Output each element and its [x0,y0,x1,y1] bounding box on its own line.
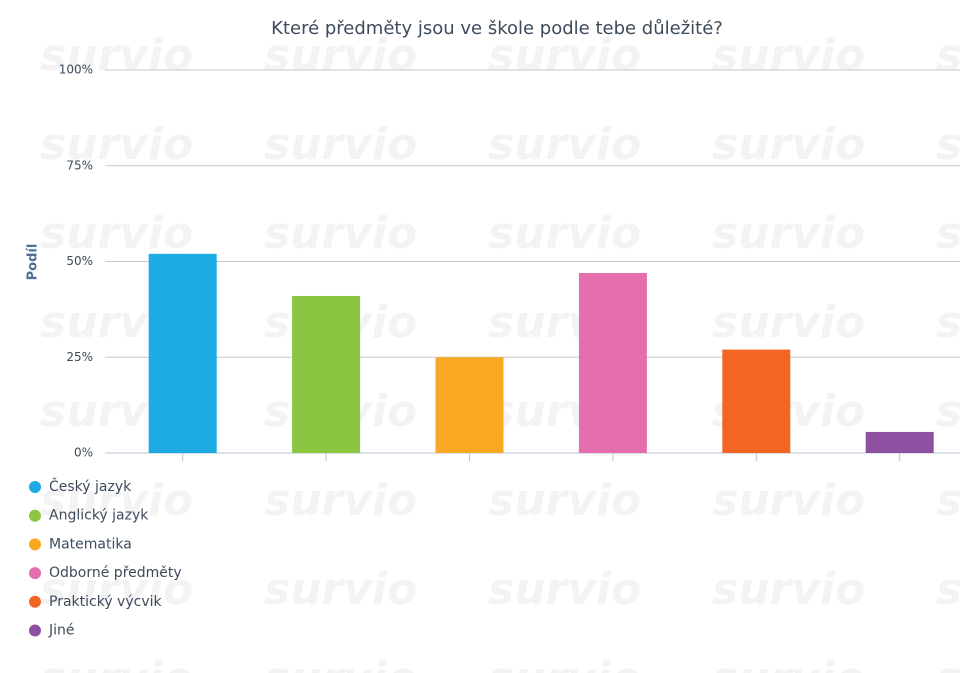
legend-label: Jiné [48,623,75,639]
watermark: survio [488,564,641,615]
watermark: survio [712,653,865,673]
watermark: survio [712,475,865,526]
watermark: survio [488,653,641,673]
watermark: survio [712,208,865,259]
watermark: survio [712,564,865,615]
y-tick-label: 25% [66,350,93,364]
watermark: survio [40,653,193,673]
bar [578,272,647,453]
watermark: survio [40,208,193,259]
legend-swatch [29,481,41,493]
watermark: survio [712,119,865,170]
legend-label: Praktický výcvik [49,594,163,610]
watermark: survio [936,30,960,81]
watermark: survio [264,475,417,526]
legend-label: Anglický jazyk [49,508,149,524]
watermark: survio [488,30,641,81]
watermark: survio [40,564,193,615]
bar [292,295,361,453]
watermark: survio [488,475,641,526]
watermark-layer: survio survio survio survio survio survio surv… [40,30,960,673]
watermark: survio [488,208,641,259]
watermark: survio [40,119,193,170]
legend-label: Odborné předměty [49,565,182,581]
watermark: survio [40,30,193,81]
bar [722,349,791,453]
legend-swatch [29,595,41,608]
watermark: survio [712,297,865,348]
watermark: survio [936,297,960,348]
legend-swatch [29,624,41,637]
y-axis-label: Podíl [26,244,41,281]
watermark: survio [264,119,417,170]
bar [865,431,934,453]
watermark: survio [936,653,960,673]
watermark: survio [264,564,417,615]
watermark: survio [936,564,960,615]
watermark: survio [936,208,960,259]
watermark: survio [264,30,417,81]
legend-label: Český jazyk [49,477,132,495]
watermark: survio [936,386,960,437]
watermark: survio [264,208,417,259]
y-tick-label: 0% [74,446,93,460]
bar [148,253,217,453]
y-tick-label: 50% [66,254,93,268]
watermark: survio [936,119,960,170]
watermark: survio [40,475,193,526]
legend-swatch [29,509,41,522]
y-tick-label: 75% [66,158,93,172]
watermark: survio [712,30,865,81]
bar [435,357,504,453]
chart-title: Které předměty jsou ve škole podle tebe … [271,18,723,39]
watermark: survio [488,119,641,170]
legend-swatch [29,538,41,551]
watermark: survio [936,475,960,526]
watermark: survio [264,653,417,673]
legend-swatch [29,567,41,580]
y-tick-label: 100% [59,63,93,77]
legend-label: Matematika [49,536,132,552]
